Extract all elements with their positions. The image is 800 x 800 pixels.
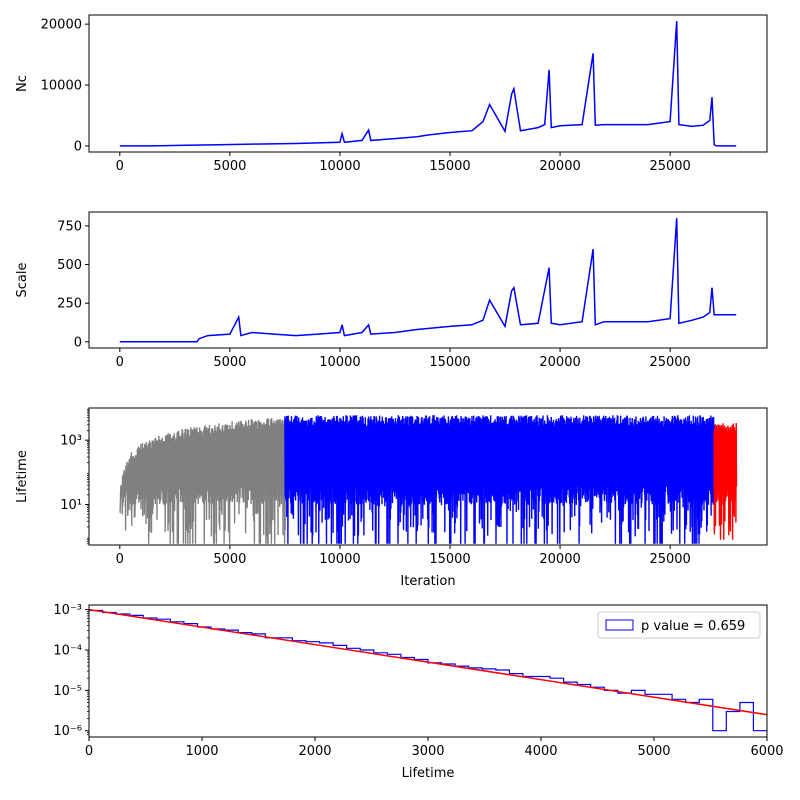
legend-label: p value = 0.659: [641, 619, 745, 634]
x-tick-label: 10000: [319, 159, 360, 174]
x-tick-label: 25000: [649, 355, 690, 370]
y-axis-label: Scale: [15, 263, 30, 298]
series-line: [119, 218, 737, 343]
x-tick-label: 15000: [429, 159, 470, 174]
axes-frame: [88, 604, 768, 738]
x-tick-label: 2000: [298, 744, 331, 759]
x-tick-label: 15000: [429, 552, 470, 567]
x-tick-label: 20000: [539, 159, 580, 174]
axes-frame: [88, 14, 768, 153]
x-tick-label: 0: [85, 744, 93, 759]
x-tick-label: 25000: [649, 159, 690, 174]
y-tick-label: 0: [74, 335, 82, 350]
x-tick-label: 1000: [185, 744, 218, 759]
y-tick-label: 250: [57, 297, 82, 312]
lifetime-series-1: [284, 415, 716, 544]
lifetime-series-0: [119, 417, 286, 544]
y-axis-label: Lifetime: [15, 450, 30, 503]
nc-panel: 0 5000 10000 15000 20000 25000 0 10000 20000 Nc: [15, 14, 768, 174]
x-tick-label: 10000: [319, 552, 360, 567]
y-tick-label: 0: [74, 139, 82, 154]
x-axis-label: Lifetime: [402, 766, 455, 781]
y-tick-label: 10000: [41, 79, 82, 94]
legend: p value = 0.659: [597, 611, 761, 639]
y-axis-label: Nc: [15, 75, 30, 92]
x-tick-label: 20000: [539, 552, 580, 567]
y-tick-label: 10⁻³: [53, 603, 82, 618]
y-tick-label: 10⁻⁵: [53, 684, 82, 699]
y-tick-label: 750: [57, 219, 82, 234]
fit-line: [89, 608, 767, 716]
axes-frame: [88, 211, 768, 349]
x-axis-label: Iteration: [400, 574, 455, 589]
y-tick-label: 10³: [60, 434, 82, 449]
y-tick-label: 10⁻⁶: [53, 724, 82, 739]
y-tick-label: 20000: [41, 18, 82, 33]
y-tick-label: 500: [57, 258, 82, 273]
x-tick-label: 0: [116, 355, 124, 370]
series-line: [119, 21, 737, 147]
x-tick-label: 15000: [429, 355, 470, 370]
lifetime-panel: 0 5000 10000 15000 20000 25000 10¹ 10³ Lifetime I…: [15, 407, 768, 589]
x-tick-label: 5000: [213, 552, 246, 567]
x-tick-label: 6000: [750, 744, 783, 759]
legend-box: [597, 611, 761, 639]
x-tick-label: 4000: [524, 744, 557, 759]
x-tick-label: 0: [116, 159, 124, 174]
x-tick-label: 10000: [319, 355, 360, 370]
x-tick-label: 3000: [411, 744, 444, 759]
x-tick-label: 20000: [539, 355, 580, 370]
y-tick-label: 10¹: [60, 498, 82, 513]
x-tick-label: 5000: [213, 159, 246, 174]
x-tick-label: 25000: [649, 552, 690, 567]
y-tick-label: 10⁻⁴: [53, 643, 82, 658]
histogram-panel: 0 1000 2000 3000 4000 5000 6000 10⁻⁶ 10⁻⁵ 10⁻⁴ 10⁻…: [53, 603, 783, 781]
scale-panel: 0 5000 10000 15000 20000 25000 0 250 500 750 Scale: [15, 211, 768, 370]
x-tick-label: 0: [116, 552, 124, 567]
x-tick-label: 5000: [213, 355, 246, 370]
x-tick-label: 5000: [637, 744, 670, 759]
axes-frame: [88, 407, 768, 546]
legend-swatch: [605, 619, 634, 631]
lifetime-series-2: [713, 422, 738, 540]
